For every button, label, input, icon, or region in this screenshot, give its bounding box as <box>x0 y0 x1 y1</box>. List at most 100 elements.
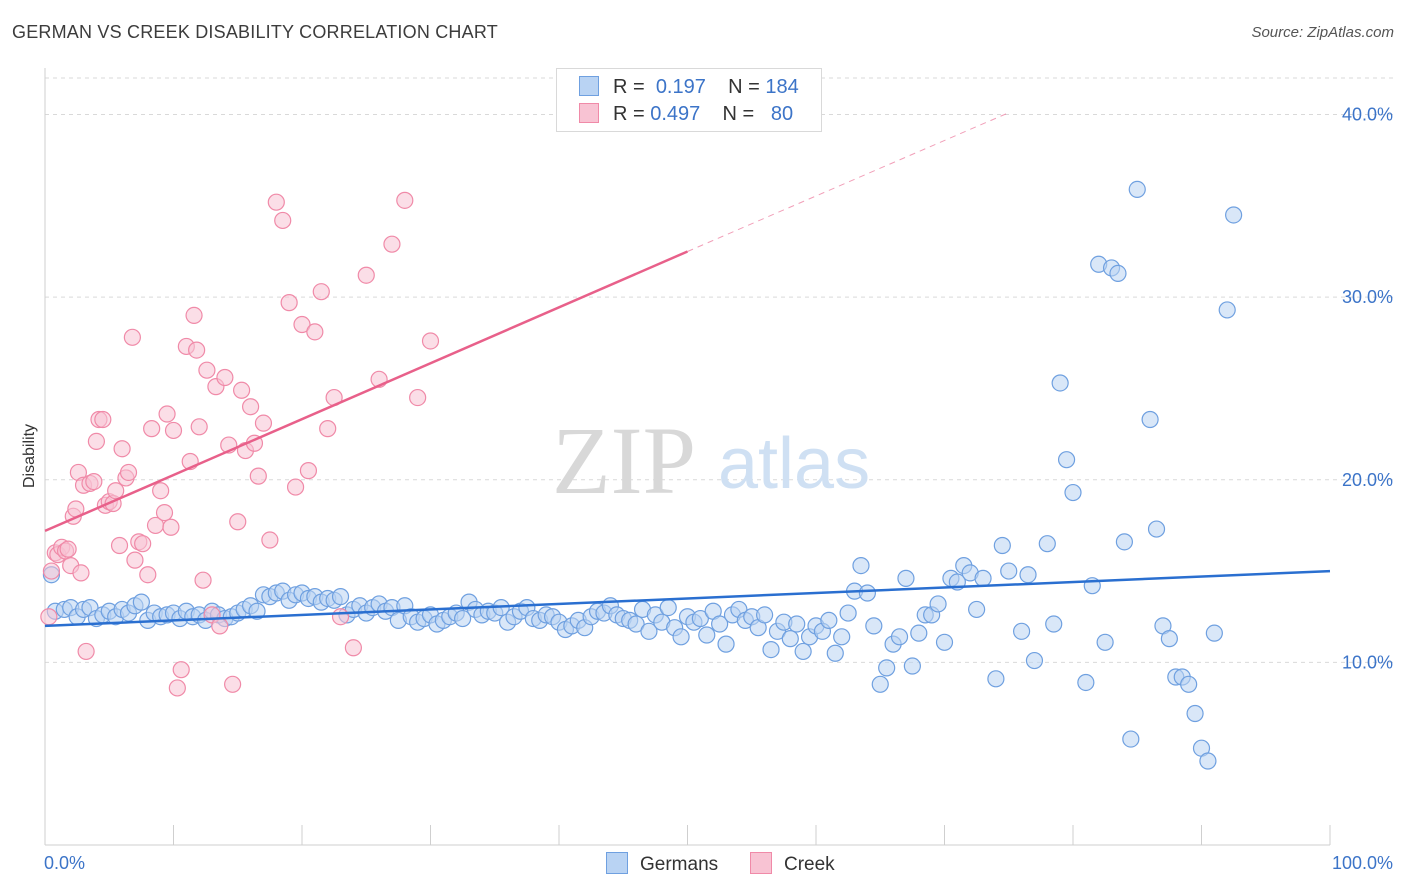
y-tick-labels: 10.0% 20.0% 30.0% 40.0% <box>1342 105 1393 673</box>
germans-point <box>248 602 266 620</box>
germans-point <box>454 609 472 628</box>
germans-point <box>852 556 870 575</box>
creek-point <box>229 513 247 531</box>
y-tick-label: 30.0% <box>1342 287 1393 307</box>
creek-point <box>190 418 208 436</box>
source-label: Source: ZipAtlas.com <box>1251 24 1394 41</box>
creek-point <box>123 328 141 346</box>
germans-point <box>1109 264 1127 283</box>
series-germans <box>42 180 1243 770</box>
y-tick-label: 10.0% <box>1342 652 1393 672</box>
watermark: ZIP atlas <box>552 407 870 514</box>
bottom-legend-swatch-creek <box>750 852 772 874</box>
legend-n-value-creek: 80 <box>770 103 794 125</box>
y-tick-label: 20.0% <box>1342 470 1393 490</box>
germans-point <box>1122 730 1140 748</box>
creek-point <box>261 531 279 549</box>
germans-point <box>1057 451 1076 469</box>
germans-point <box>672 628 690 646</box>
germans-point <box>1025 651 1044 670</box>
germans-trend-line <box>44 569 1331 628</box>
germans-point <box>1147 520 1166 538</box>
creek-point <box>85 472 103 491</box>
germans-point <box>1012 622 1031 640</box>
germans-point <box>878 659 896 677</box>
creek-point <box>194 571 212 589</box>
creek-point <box>331 608 350 626</box>
creek-point <box>42 562 61 580</box>
creek-point <box>319 420 337 438</box>
germans-point <box>897 569 915 587</box>
creek-point <box>119 463 138 482</box>
creek-point <box>312 283 330 301</box>
creek-point <box>409 388 427 407</box>
germans-point <box>331 588 350 606</box>
germans-point <box>132 593 150 611</box>
watermark-atlas: atlas <box>718 424 870 504</box>
germans-point <box>627 615 645 633</box>
germans-point <box>1160 630 1178 648</box>
creek-point <box>162 518 180 536</box>
germans-point <box>968 600 986 619</box>
legend: R = 0.197 N = 184 R = 0.497 N = 80 <box>556 68 822 132</box>
germans-point <box>890 628 909 646</box>
chart-title: GERMAN VS CREEK DISABILITY CORRELATION C… <box>12 22 498 42</box>
creek-point <box>155 504 174 522</box>
creek-point <box>113 440 131 458</box>
creek-point <box>158 405 176 423</box>
germans-point <box>794 642 812 661</box>
germans-point <box>1225 206 1243 224</box>
creek-point <box>139 566 157 584</box>
legend-row-creek: R = 0.497 N = 80 <box>579 103 793 126</box>
creek-point <box>224 675 242 693</box>
germans-point <box>1141 410 1159 429</box>
germans-point <box>1199 752 1217 770</box>
creek-point <box>267 193 285 211</box>
germans-point <box>1051 374 1069 392</box>
germans-point <box>717 635 735 653</box>
germans-point <box>833 628 851 646</box>
creek-point <box>126 551 144 569</box>
legend-swatch-germans <box>579 76 599 96</box>
bottom-legend-swatch-germans <box>606 852 628 874</box>
creek-point <box>357 266 375 284</box>
germans-point <box>640 622 658 640</box>
creek-point <box>87 432 106 451</box>
watermark-zip: ZIP <box>552 407 696 514</box>
creek-point <box>143 420 161 438</box>
y-tick-label: 40.0% <box>1342 105 1393 125</box>
creek-point <box>59 540 77 558</box>
creek-point <box>293 315 311 334</box>
germans-point <box>1218 301 1236 319</box>
creek-point <box>77 642 95 661</box>
germans-point <box>1019 566 1037 584</box>
creek-point <box>110 536 129 555</box>
germans-point <box>762 640 780 659</box>
germans-point <box>871 675 889 693</box>
germans-point <box>1128 180 1146 198</box>
creek-point <box>185 306 203 325</box>
germans-point <box>1038 535 1056 553</box>
germans-point <box>826 644 844 662</box>
germans-point <box>910 624 928 642</box>
bottom-legend-germans: Germans <box>606 852 718 876</box>
legend-n-value-germans: 184 <box>765 76 799 98</box>
germans-point <box>1115 533 1134 551</box>
creek-point <box>40 608 58 626</box>
creek-point <box>396 191 414 209</box>
x-tick-label: 0.0% <box>44 853 85 873</box>
creek-point <box>254 414 273 432</box>
germans-point <box>993 536 1011 555</box>
creek-trend-line <box>44 250 688 533</box>
creek-point <box>383 235 401 253</box>
creek-point <box>280 294 298 312</box>
germans-point <box>659 598 677 617</box>
creek-point <box>233 381 251 399</box>
germans-point <box>1077 673 1095 692</box>
creek-point <box>168 679 186 697</box>
creek-point <box>198 361 216 379</box>
y-axis-label: Disability <box>21 424 38 488</box>
germans-point <box>1186 704 1204 723</box>
germans-point <box>858 584 877 602</box>
